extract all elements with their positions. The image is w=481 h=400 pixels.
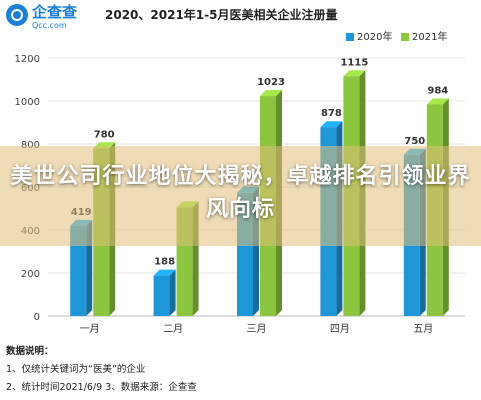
logo: 企查查 Qcc.com [32,3,77,31]
y-tick-label: 0 [34,312,40,323]
bar-top [343,70,366,77]
data-label: 188 [154,257,175,268]
headline-text: 美世公司行业地位大揭秘，卓越排名引领业界风向标 [10,164,471,222]
x-tick-label: 一月 [80,323,100,335]
data-label: 1023 [257,77,285,88]
legend-swatch [401,33,409,41]
x-tick-label: 三月 [247,323,267,335]
y-tick-label: 1200 [15,54,40,65]
data-label: 780 [94,129,115,140]
logo-domain: Qcc.com [32,21,67,30]
y-tick-label: 800 [21,140,40,151]
data-label: 878 [321,108,342,119]
bar-top [260,90,282,97]
notes-line-2: 2、统计时间2021/6/9 3、数据来源：企查查 [6,382,197,393]
data-notes: 数据说明： 1、仅统计关键词为“医美”的企业 2、统计时间2021/6/9 3、… [6,343,197,397]
headline-banner [0,146,481,246]
bar [70,225,87,316]
y-tick-label: 200 [21,269,40,280]
bar [153,275,170,316]
notes-heading: 数据说明： [6,346,54,357]
data-label: 750 [404,136,425,147]
x-tick-label: 五月 [413,323,433,335]
legend-label: 2021年 [412,30,447,43]
bar-top [426,98,449,105]
notes-line-1: 1、仅统计关键词为“医美”的企业 [6,364,146,375]
bar-top [153,269,176,276]
y-tick-label: 1000 [15,97,40,108]
magnifier-logo-icon [6,4,28,26]
bar-side [169,269,176,316]
chart-title: 2020、2021年1-5月医美相关企业注册量 [105,8,338,22]
x-tick-label: 二月 [163,323,183,335]
x-tick-label: 四月 [330,323,350,335]
logo-name: 企查查 [32,3,78,21]
bar-top [320,121,343,128]
legend-label: 2020年 [357,30,392,43]
data-label: 1115 [340,57,368,68]
legend-swatch [346,33,354,41]
data-label: 984 [427,85,448,96]
